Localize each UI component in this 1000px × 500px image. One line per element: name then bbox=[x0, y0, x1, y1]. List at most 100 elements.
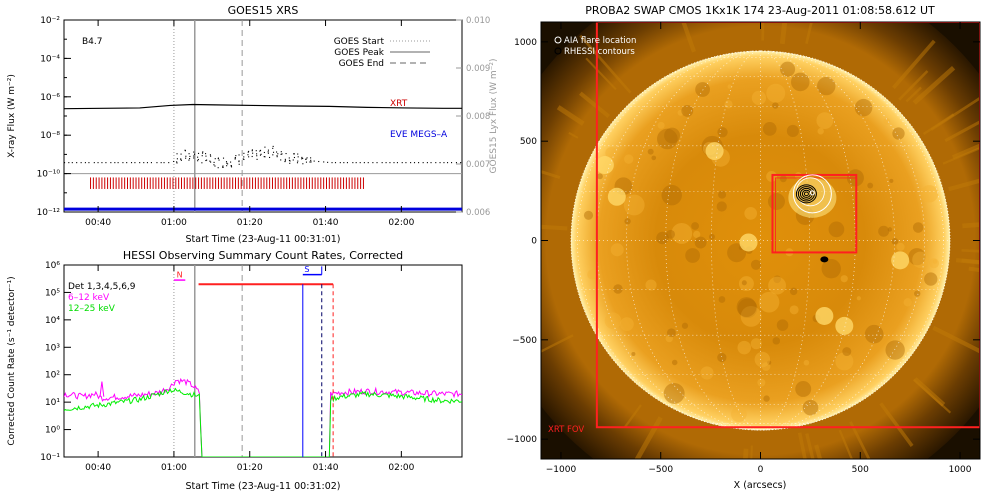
swap-disk-feature bbox=[665, 334, 673, 343]
hessi-y-tick-label: 10⁵ bbox=[45, 288, 60, 298]
goes-short-point bbox=[193, 151, 195, 153]
goes-short-point bbox=[302, 157, 304, 160]
swap-disk-feature bbox=[647, 148, 654, 155]
swap-disk-feature bbox=[741, 280, 747, 286]
swap-disk-feature bbox=[795, 380, 812, 397]
goes-short-point bbox=[122, 162, 124, 164]
swap-corona-ray bbox=[962, 222, 980, 229]
goes-short-point bbox=[309, 161, 311, 163]
swap-disk-feature bbox=[776, 319, 789, 331]
goes-short-point bbox=[80, 162, 82, 164]
swap-corona-ray bbox=[942, 146, 980, 165]
swap-disk-feature bbox=[903, 298, 912, 307]
goes-short-point bbox=[302, 163, 304, 165]
goes-short-point bbox=[217, 167, 219, 169]
swap-longitude-line bbox=[711, 50, 761, 431]
hessi-x-tick-label: 02:00 bbox=[388, 463, 414, 473]
swap-y-tick-label: −500 bbox=[512, 336, 537, 346]
swap-longitude-line bbox=[595, 50, 761, 431]
swap-disk-feature bbox=[631, 351, 636, 356]
swap-disk-feature bbox=[856, 296, 861, 301]
goes-short-point bbox=[285, 152, 287, 155]
goes-short-point bbox=[401, 162, 403, 164]
goes-short-point bbox=[197, 152, 200, 154]
goes-short-point bbox=[176, 158, 178, 160]
swap-disk-feature bbox=[693, 230, 701, 239]
goes-short-point bbox=[230, 165, 232, 167]
goes-y-tick-label: 10⁻⁸ bbox=[40, 131, 60, 141]
swap-active-region bbox=[705, 142, 724, 161]
swap-disk-feature bbox=[773, 275, 782, 284]
swap-active-region bbox=[835, 316, 854, 335]
swap-disk-feature bbox=[751, 90, 767, 106]
swap-y-tick-label: −1000 bbox=[507, 435, 538, 445]
goes-short-point bbox=[226, 165, 228, 167]
goes-short-point bbox=[243, 156, 245, 158]
swap-longitude-line bbox=[760, 50, 810, 431]
hessi-night-label: N bbox=[177, 270, 183, 279]
goes-short-point bbox=[323, 161, 325, 163]
goes-y-tick-label: 10⁻⁴ bbox=[40, 54, 60, 64]
goes-short-point bbox=[256, 158, 258, 160]
swap-disk-feature bbox=[727, 84, 732, 89]
goes-short-point bbox=[205, 153, 207, 155]
swap-disk-feature bbox=[596, 173, 603, 180]
swap-disk-feature bbox=[912, 222, 924, 233]
goes-short-point bbox=[134, 162, 136, 164]
swap-longitude-line bbox=[760, 50, 856, 431]
goes-short-point bbox=[455, 162, 458, 164]
swap-corona-ray bbox=[797, 432, 807, 459]
hessi-plot-frame bbox=[63, 264, 463, 458]
swap-disk-feature bbox=[864, 324, 884, 344]
swap-disk-feature bbox=[761, 362, 771, 371]
goes-y-axis-label-right: GOES15 Lyx Flux (W m⁻²) bbox=[489, 59, 499, 174]
goes-x-axis-label: Start Time (23-Aug-11 00:31:01) bbox=[186, 234, 341, 245]
swap-disk-feature bbox=[840, 275, 848, 283]
goes-short-point bbox=[289, 162, 291, 164]
swap-corona-ray bbox=[779, 22, 788, 45]
goes-short-point bbox=[256, 155, 258, 157]
hessi-y-tick-label: 10⁶ bbox=[45, 261, 60, 271]
goes-short-point bbox=[139, 162, 141, 164]
swap-disk-feature bbox=[920, 185, 939, 203]
goes-short-point bbox=[202, 151, 204, 153]
goes-short-point bbox=[160, 162, 162, 164]
swap-disk-feature bbox=[754, 351, 771, 368]
goes-short-point bbox=[193, 157, 195, 159]
swap-x-tick-label: −500 bbox=[648, 465, 673, 475]
swap-disk-feature bbox=[681, 104, 694, 117]
goes-long-line bbox=[64, 103, 462, 110]
goes-short-point bbox=[101, 162, 103, 164]
swap-disk-feature bbox=[803, 359, 810, 366]
goes-y-right-tick-label: 0.009 bbox=[466, 64, 490, 74]
goes-short-point bbox=[327, 161, 329, 163]
swap-legend-aia-marker bbox=[554, 36, 562, 44]
goes-legend-end: GOES End bbox=[339, 59, 384, 69]
goes-short-point bbox=[189, 155, 191, 157]
goes-short-point bbox=[418, 162, 420, 164]
swap-flare-glow bbox=[788, 177, 837, 218]
goes-short-point bbox=[193, 153, 196, 155]
swap-corona-ray bbox=[579, 34, 632, 94]
swap-disk-feature bbox=[733, 403, 741, 411]
goes-short-point bbox=[352, 162, 354, 164]
goes-y-axis-label: X-ray Flux (W m⁻²) bbox=[7, 74, 17, 158]
goes-short-point bbox=[209, 154, 211, 156]
goes-short-point bbox=[260, 153, 262, 155]
swap-disk-feature bbox=[661, 184, 682, 206]
goes-short-point bbox=[251, 149, 253, 151]
swap-disk-feature bbox=[737, 298, 758, 319]
goes-short-point bbox=[126, 162, 128, 164]
swap-disk-feature bbox=[657, 128, 678, 150]
goes-short-point bbox=[197, 158, 199, 161]
goes-short-point bbox=[88, 162, 90, 164]
goes-short-point bbox=[222, 166, 224, 168]
swap-disk-feature bbox=[867, 182, 874, 189]
swap-longitude-line bbox=[626, 50, 761, 431]
swap-disk-feature bbox=[802, 399, 819, 416]
hessi-x-tick-label: 01:00 bbox=[161, 463, 187, 473]
swap-corona-ray bbox=[879, 402, 914, 448]
hessi-legend-detectors: Det 1,3,4,5,6,9 bbox=[68, 282, 136, 292]
goes-short-point bbox=[267, 152, 269, 154]
